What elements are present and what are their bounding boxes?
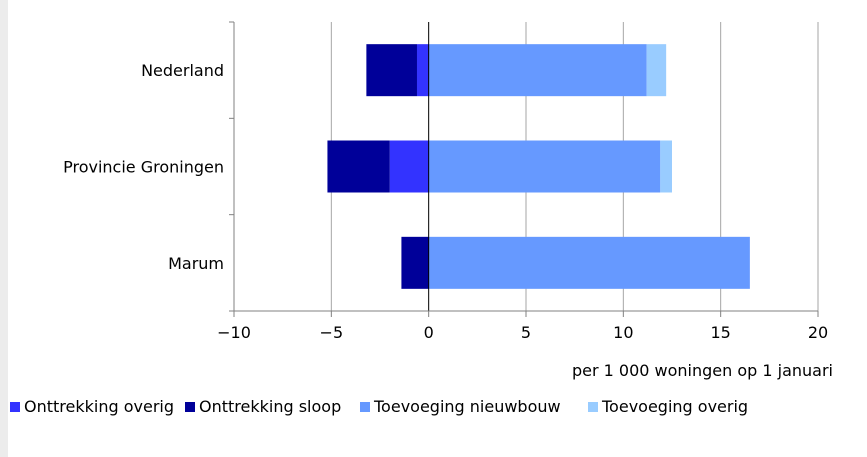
bar-layer xyxy=(327,44,750,289)
legend-label: Onttrekking overig xyxy=(24,397,174,416)
x-tick-label: 5 xyxy=(521,323,531,342)
x-tick-label: 15 xyxy=(710,323,730,342)
bar-segment xyxy=(389,140,429,193)
bar-segment xyxy=(401,236,429,289)
x-tick-label: 0 xyxy=(424,323,434,342)
legend-label: Toevoeging nieuwbouw xyxy=(373,397,561,416)
axis-layer xyxy=(229,21,819,317)
bar-segment xyxy=(428,140,661,193)
legend-swatch xyxy=(185,402,195,412)
legend-swatch xyxy=(588,402,598,412)
legend-label: Onttrekking sloop xyxy=(199,397,341,416)
bar-segment xyxy=(646,44,667,97)
y-tick-label: Marum xyxy=(168,254,224,273)
bar-segment xyxy=(660,140,672,193)
x-tick-label: 20 xyxy=(808,323,828,342)
bar-segment xyxy=(416,44,429,97)
bar-segment xyxy=(428,44,647,97)
legend: Onttrekking overig Onttrekking sloop Toevo… xyxy=(10,397,748,416)
legend-label: Toevoeging overig xyxy=(601,397,748,416)
x-tick-label: −5 xyxy=(320,323,344,342)
x-tick-label: 10 xyxy=(613,323,633,342)
legend-swatch xyxy=(10,402,20,412)
x-tick-label: −10 xyxy=(217,323,251,342)
bar-segment xyxy=(366,44,417,97)
label-layer: −10 −5 0 5 10 15 20 Nederland Provincie Groninge… xyxy=(63,61,828,342)
x-axis-title: per 1 000 woningen op 1 januari xyxy=(572,361,833,380)
bar-segment xyxy=(428,236,750,289)
y-tick-label: Nederland xyxy=(141,61,224,80)
bar-segment xyxy=(327,140,390,193)
y-tick-label: Provincie Groningen xyxy=(63,158,224,177)
legend-swatch xyxy=(360,402,370,412)
